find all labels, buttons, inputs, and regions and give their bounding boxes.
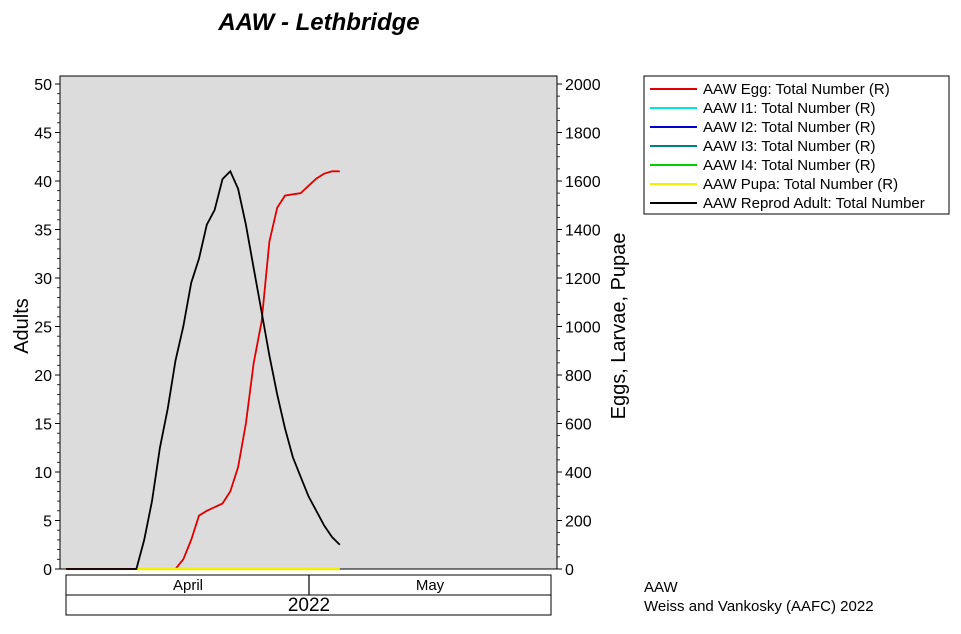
right-tick-label: 600 xyxy=(565,417,592,434)
legend-entry: AAW Pupa: Total Number (R) xyxy=(703,176,898,193)
left-axis-label: Adults xyxy=(11,298,33,354)
legend-entry: AAW Egg: Total Number (R) xyxy=(703,81,890,98)
right-axis-label: Eggs, Larvae, Pupae xyxy=(608,233,630,420)
year-label: 2022 xyxy=(288,595,330,616)
right-y-axis: 0 200 400 600 800 1000 1200 1400 1600 1800 2000 xyxy=(557,77,601,579)
month-label-may: May xyxy=(416,577,445,594)
chart-title: AAW - Lethbridge xyxy=(217,9,419,36)
legend-entry: AAW I2: Total Number (R) xyxy=(703,119,876,136)
right-tick-label: 400 xyxy=(565,465,592,482)
right-tick-label: 800 xyxy=(565,368,592,385)
series-line xyxy=(66,169,341,570)
left-tick-label: 40 xyxy=(34,174,52,191)
month-label-april: April xyxy=(173,577,203,594)
left-tick-label: 15 xyxy=(34,417,52,434)
left-tick-label: 10 xyxy=(34,465,52,482)
right-tick-label: 200 xyxy=(565,514,592,531)
left-tick-label: 30 xyxy=(34,271,52,288)
left-tick-label: 0 xyxy=(43,562,52,579)
right-tick-label: 1200 xyxy=(565,271,601,288)
right-tick-label: 1000 xyxy=(565,320,601,337)
credit-line-2: Weiss and Vankosky (AAFC) 2022 xyxy=(644,598,874,615)
legend-entry: AAW I3: Total Number (R) xyxy=(703,138,876,155)
left-tick-label: 20 xyxy=(34,368,52,385)
right-tick-label: 1400 xyxy=(565,223,601,240)
legend-entry: AAW I1: Total Number (R) xyxy=(703,100,876,117)
legend: AAW Egg: Total Number (R) AAW I1: Total N… xyxy=(650,81,925,212)
left-tick-label: 25 xyxy=(34,320,52,337)
legend-entry: AAW I4: Total Number (R) xyxy=(703,157,876,174)
credit-line-1: AAW xyxy=(644,579,678,596)
left-tick-label: 5 xyxy=(43,514,52,531)
left-y-axis: 0 5 10 15 20 25 30 35 40 45 50 xyxy=(34,77,60,579)
year-band xyxy=(65,594,552,616)
left-tick-label: 35 xyxy=(34,223,52,240)
legend-entry: AAW Reprod Adult: Total Number xyxy=(703,195,925,212)
plot-area xyxy=(59,75,558,570)
right-tick-label: 2000 xyxy=(565,77,601,94)
right-tick-label: 0 xyxy=(565,562,574,579)
right-tick-label: 1800 xyxy=(565,126,601,143)
left-tick-label: 50 xyxy=(34,77,52,94)
series-layer xyxy=(66,169,341,571)
right-tick-label: 1600 xyxy=(565,174,601,191)
left-tick-label: 45 xyxy=(34,126,52,143)
